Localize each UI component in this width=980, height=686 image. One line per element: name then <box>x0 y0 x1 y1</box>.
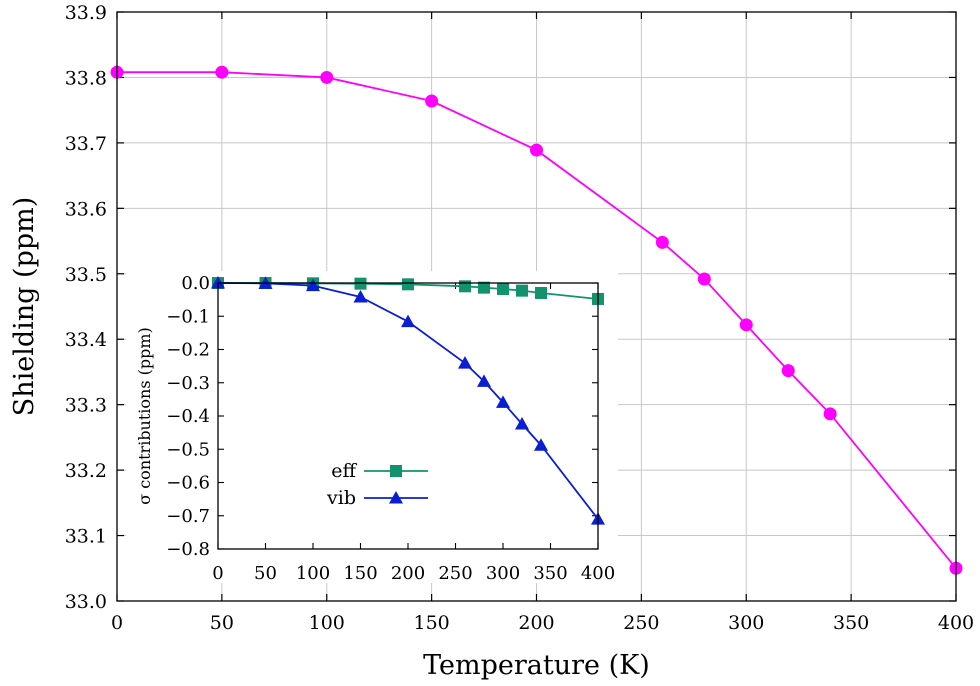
inset-background <box>126 271 618 583</box>
inset-y-tick-label: −0.8 <box>166 539 210 560</box>
inset-plot: 0 50 100 150 200 250 300 350 400 0.0 −0.1 −0.2 −0.3 −… <box>126 271 618 584</box>
inset-data-point-vib <box>477 374 491 387</box>
inset-x-tick-label: 400 <box>581 563 615 584</box>
inset-y-tick-label: −0.2 <box>166 340 210 361</box>
inset-legend: eff vib <box>326 460 428 509</box>
inset-data-point-vib <box>353 289 368 303</box>
main-y-tick-label: 33.7 <box>65 133 107 155</box>
legend-label-eff: eff <box>331 460 357 482</box>
inset-x-tick-label: 100 <box>296 563 330 584</box>
inset-data-point-vib <box>534 438 548 451</box>
main-data-point <box>739 318 753 332</box>
inset-x-tick-label: 0 <box>212 563 223 584</box>
main-y-tick-label: 33.6 <box>65 198 107 220</box>
inset-data-point-vib <box>458 356 472 369</box>
inset-data-point-eff <box>497 282 509 295</box>
main-y-tick-label: 33.1 <box>65 526 107 548</box>
main-y-tick-label: 33.2 <box>65 460 107 482</box>
inset-ticks: 0 50 100 150 200 250 300 350 400 0.0 −0.1 −0.2 −0.3 −… <box>166 273 615 584</box>
main-x-tick-label: 200 <box>518 612 554 634</box>
inset-y-tick-label: 0.0 <box>181 273 210 294</box>
main-y-axis-label: Shielding (ppm) <box>9 197 40 417</box>
inset-data-point-vib <box>306 278 320 292</box>
inset-x-tick-label: 350 <box>533 563 567 584</box>
inset-y-tick-label: −0.7 <box>166 506 210 527</box>
main-x-tick-label: 150 <box>413 612 449 634</box>
inset-y-tick-label: −0.4 <box>166 406 210 427</box>
inset-data-point-vib <box>515 416 529 430</box>
inset-data-point-eff <box>354 277 367 290</box>
legend-marker-vib <box>389 491 403 504</box>
inset-y-tick-label: −0.1 <box>166 306 210 327</box>
main-ticks: 0 50 100 150 200 250 300 350 400 33.0 33.1 33.2 33.3… <box>65 2 974 634</box>
inset-data-point-eff <box>402 278 414 291</box>
main-y-tick-label: 33.9 <box>65 2 107 24</box>
main-data-point <box>215 65 229 79</box>
inset-plot-frame <box>217 282 599 550</box>
main-y-tick-label: 33.8 <box>65 67 107 89</box>
inset-data-point-vib <box>496 395 510 408</box>
main-x-tick-label: 50 <box>210 612 234 634</box>
main-y-tick-label: 33.0 <box>65 591 107 613</box>
inset-y-tick-label: −0.3 <box>166 373 210 394</box>
inset-y-axis-label: σ contributions (ppm) <box>135 327 154 505</box>
main-x-tick-label: 250 <box>623 612 659 634</box>
inset-y-tick-label: −0.5 <box>166 439 210 460</box>
legend-label-vib: vib <box>326 487 356 509</box>
inset-x-tick-label: 50 <box>254 563 277 584</box>
inset-data-point-eff <box>478 281 490 294</box>
inset-data-point-eff <box>516 284 528 297</box>
main-data-point <box>655 235 669 249</box>
main-data-point <box>530 143 543 157</box>
main-data-point <box>781 364 795 378</box>
inset-data-point-eff <box>459 280 471 293</box>
inset-x-tick-label: 150 <box>343 563 377 584</box>
inset-x-tick-label: 250 <box>438 563 472 584</box>
main-data-point <box>823 407 837 421</box>
main-y-tick-label: 33.3 <box>65 395 107 417</box>
main-y-tick-label: 33.5 <box>65 264 107 286</box>
main-x-tick-label: 100 <box>309 612 345 634</box>
main-data-point <box>697 272 711 286</box>
main-data-point <box>425 94 439 108</box>
main-x-tick-label: 400 <box>938 612 974 634</box>
inset-data-point-vib <box>401 314 415 328</box>
legend-marker-eff <box>390 465 402 477</box>
main-x-tick-label: 300 <box>728 612 764 634</box>
inset-x-tick-label: 300 <box>486 563 520 584</box>
main-x-tick-label: 0 <box>111 612 123 634</box>
inset-x-tick-label: 200 <box>391 563 425 584</box>
inset-data-point-vib <box>211 276 225 289</box>
main-plot-frame <box>116 11 957 602</box>
main-x-axis-label: Temperature (K) <box>423 650 650 681</box>
inset-data-point-eff <box>535 286 547 299</box>
main-data-point <box>320 70 334 84</box>
main-y-tick-label: 33.4 <box>65 329 107 351</box>
inset-y-tick-label: −0.6 <box>166 473 210 494</box>
main-x-tick-label: 350 <box>833 612 869 634</box>
